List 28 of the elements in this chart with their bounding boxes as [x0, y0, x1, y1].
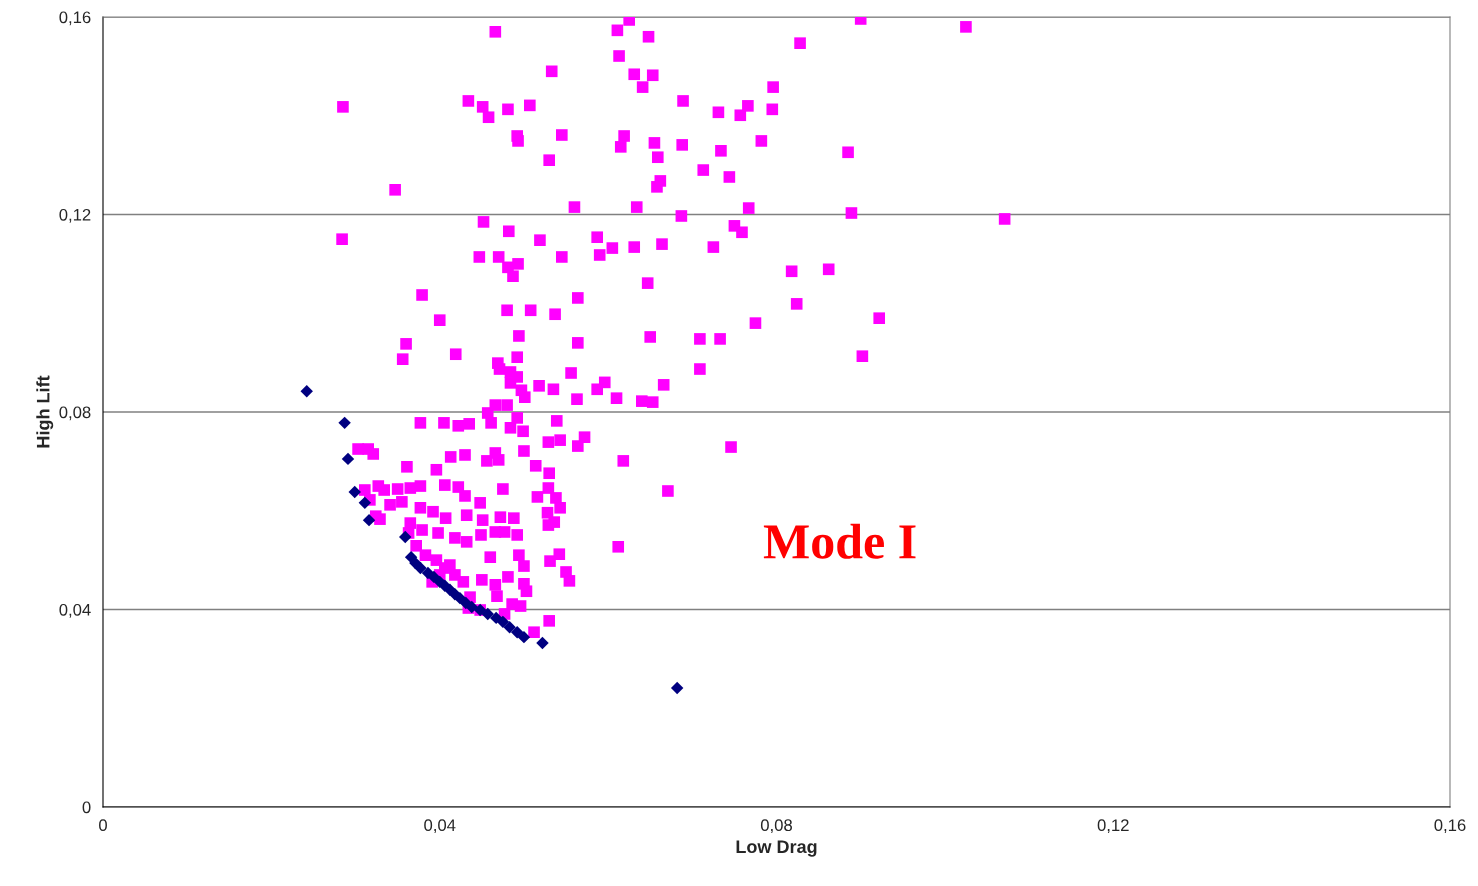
- x-axis-title: Low Drag: [736, 840, 817, 857]
- point: [300, 385, 313, 398]
- y-axis-title: High Lift: [36, 375, 54, 448]
- y-tick-label: 0,12: [59, 208, 91, 223]
- x-tick-label: 0,04: [424, 819, 456, 834]
- x-tick-label: 0,08: [760, 819, 792, 834]
- point: [517, 630, 531, 644]
- point: [496, 615, 510, 629]
- y-tick-label: 0: [82, 801, 91, 814]
- point: [348, 485, 361, 499]
- point: [341, 452, 355, 466]
- y-tick-label: 0,08: [59, 406, 91, 421]
- point: [414, 561, 427, 575]
- x-tick-label: 0,12: [1097, 819, 1129, 834]
- point: [503, 621, 516, 634]
- point: [536, 636, 549, 650]
- y-tick-label: 0,16: [59, 11, 91, 26]
- point: [481, 607, 494, 621]
- point: [670, 681, 684, 695]
- point: [427, 570, 441, 584]
- point: [338, 416, 351, 430]
- y-tick-label: 0,04: [59, 603, 91, 618]
- annotation: Mode I: [763, 523, 916, 559]
- point: [362, 513, 376, 527]
- point: [399, 530, 412, 544]
- point: [358, 496, 372, 510]
- x-tick-label: 0: [99, 819, 107, 832]
- x-tick-label: 0,16: [1434, 819, 1466, 834]
